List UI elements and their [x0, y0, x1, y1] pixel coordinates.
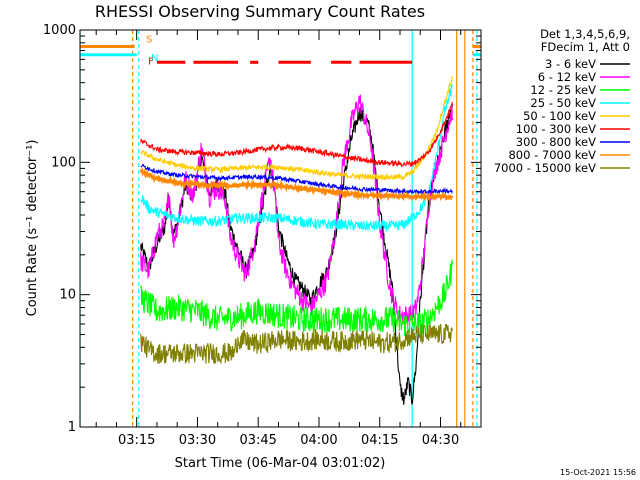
legend-label-8: 7000 - 15000 keV [494, 161, 596, 175]
y-tick-label-2: 100 [51, 155, 76, 170]
series-line-6-12-kev [140, 94, 453, 326]
x-tick-label-2: 03:45 [239, 433, 276, 448]
y-tick-label-3: 1000 [43, 23, 76, 38]
x-tick-label-5: 04:30 [422, 433, 459, 448]
chart-title: RHESSI Observing Summary Count Rates [95, 2, 425, 21]
series-lines [139, 75, 454, 405]
legend-header-line-1: Det 1,3,4,5,6,9, [540, 27, 630, 41]
x-tick-label-1: 03:30 [179, 433, 216, 448]
legend-label-2: 12 - 25 keV [530, 83, 596, 97]
y-tick-label-0: 1 [68, 420, 76, 435]
series-line-7000-15000-kev [140, 323, 453, 365]
legend: Det 1,3,4,5,6,9, FDecim 1, Att 0 3 - 6 k… [494, 27, 630, 175]
x-tick-label-4: 04:15 [361, 433, 398, 448]
legend-label-3: 25 - 50 keV [530, 96, 596, 110]
series-line-800-7000-kev [139, 167, 454, 202]
x-axis-label: Start Time (06-Mar-04 03:01:02) [175, 456, 386, 471]
series-line-100-300-kev [140, 101, 453, 168]
x-tick-label-0: 03:15 [118, 433, 155, 448]
y-axis-label: Count Rate (s⁻¹ detector⁻¹) [25, 140, 40, 317]
axes: SNF 1 10 100 1000 03:15 03:30 03:45 04:00 04:15 04… [43, 23, 482, 448]
series-line-50-100-kev [140, 75, 453, 182]
marker-lines [80, 30, 478, 427]
legend-label-1: 6 - 12 keV [538, 70, 596, 84]
flag-label-F: F [148, 56, 154, 67]
flag-bars [80, 45, 481, 64]
flag-label-N: N [151, 53, 158, 64]
y-tick-label-1: 10 [59, 288, 76, 303]
legend-label-5: 100 - 300 keV [516, 122, 596, 136]
legend-label-4: 50 - 100 keV [523, 109, 596, 123]
legend-label-0: 3 - 6 keV [545, 57, 596, 71]
series-line-12-25-kev [140, 259, 453, 337]
x-tick-label-3: 04:00 [300, 433, 337, 448]
legend-label-6: 300 - 800 keV [516, 135, 596, 149]
series-line-300-800-kev [140, 163, 453, 196]
flag-label-S: S [146, 35, 152, 46]
plot-frame [79, 29, 482, 428]
series-line-25-50-kev [140, 83, 453, 232]
timestamp-footer: 15-Oct-2021 15:56 [560, 468, 636, 477]
legend-header-line-2: FDecim 1, Att 0 [541, 40, 630, 54]
legend-label-7: 800 - 7000 keV [508, 148, 596, 162]
